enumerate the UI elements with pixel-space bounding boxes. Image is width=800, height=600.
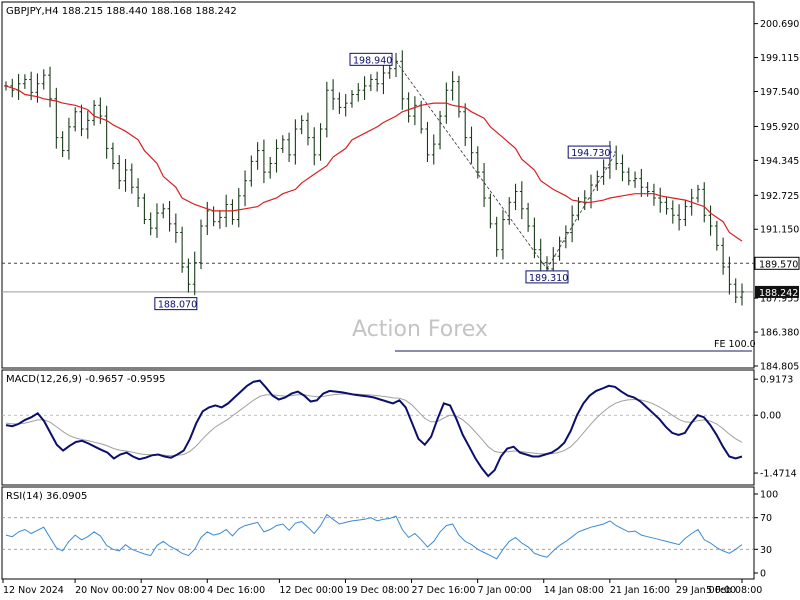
- price-y-tick-label: 197.540: [760, 87, 799, 98]
- level-price-label: 189.570: [759, 259, 798, 270]
- price-annotation-label: 194.730: [571, 148, 610, 159]
- x-tick-label: 27 Dec 16:00: [412, 585, 476, 596]
- current-price-box: [755, 285, 799, 298]
- x-tick-label: 4 Dec 16:00: [207, 585, 265, 596]
- swing-line: [395, 61, 548, 270]
- price-y-tick-label: 192.725: [760, 191, 799, 202]
- price-annotation-box: [154, 297, 198, 311]
- x-tick-label: 12 Dec 00:00: [279, 585, 343, 596]
- price-y-tick-label: 186.380: [760, 328, 799, 339]
- price-annotation-box: [567, 145, 611, 159]
- x-tick-label: 14 Jan 08:00: [544, 585, 604, 596]
- price-annotation-label: 189.310: [529, 273, 568, 284]
- rsi-y-tick-label: 30: [760, 545, 772, 556]
- price-annotation-box: [525, 270, 569, 284]
- price-y-tick-label: 184.805: [760, 362, 799, 373]
- x-tick-label: 20 Nov 00:00: [75, 585, 139, 596]
- x-tick-label: 19 Dec 08:00: [345, 585, 409, 596]
- price-y-tick-label: 195.920: [760, 122, 799, 133]
- price-y-tick-label: 187.955: [760, 294, 799, 305]
- price-y-tick-label: 191.150: [760, 225, 799, 236]
- axes-layer: 200.690 199.115 197.540 195.920 194.345 192.7…: [2, 19, 800, 596]
- macd-y-tick-label: 0.00: [760, 411, 781, 422]
- x-tick-label: 7 Jan 00:00: [478, 585, 532, 596]
- price-y-tick-label: 200.690: [760, 19, 799, 30]
- macd-panel-frame: [1, 369, 755, 486]
- swing-line: [546, 151, 617, 270]
- x-tick-label: 27 Nov 08:00: [141, 585, 205, 596]
- current-price-label: 188.242: [759, 288, 798, 299]
- macd-signal-line: [5, 393, 743, 457]
- rsi-y-tick-label: 70: [760, 513, 772, 524]
- rsi-title: RSI(14) 36.0905: [6, 491, 87, 502]
- x-tick-label: 21 Jan 16:00: [610, 585, 670, 596]
- price-annotation-label: 188.070: [158, 300, 197, 311]
- macd-series-layer: [2, 379, 754, 478]
- price-annotation-label: 198.940: [353, 55, 392, 66]
- macd-y-tick-label: 0.9173: [760, 375, 793, 386]
- price-series-layer: FE 100.0 188.070 198.940 189.310 194.730: [2, 50, 756, 352]
- macd-title: MACD(12,26,9) -0.9657 -0.9595: [6, 374, 166, 385]
- rsi-series-layer: [2, 513, 754, 560]
- x-tick-label: 29 Jan 00:00: [676, 585, 736, 596]
- rsi-panel-frame: [1, 486, 755, 580]
- moving-average-line: [5, 85, 743, 242]
- fe-100-label: FE 100.0: [714, 339, 756, 350]
- macd-line: [5, 379, 743, 478]
- watermark: Action Forex: [352, 317, 488, 342]
- x-tick-label: 5 Feb 08:00: [706, 585, 762, 596]
- rsi-y-tick-label: 0: [760, 569, 766, 580]
- price-annotation-box: [349, 52, 393, 66]
- level-price-box: [754, 256, 800, 270]
- symbol-title: GBPJPY,H4 188.215 188.440 188.168 188.24…: [6, 6, 237, 17]
- rsi-y-tick-label: 100: [760, 490, 778, 501]
- x-tick-label: 12 Nov 2024: [3, 585, 64, 596]
- price-y-tick-label: 199.115: [760, 53, 799, 64]
- macd-y-tick-label: -1.4714: [760, 469, 797, 480]
- price-y-tick-label: 194.345: [760, 156, 799, 167]
- rsi-line: [5, 513, 743, 560]
